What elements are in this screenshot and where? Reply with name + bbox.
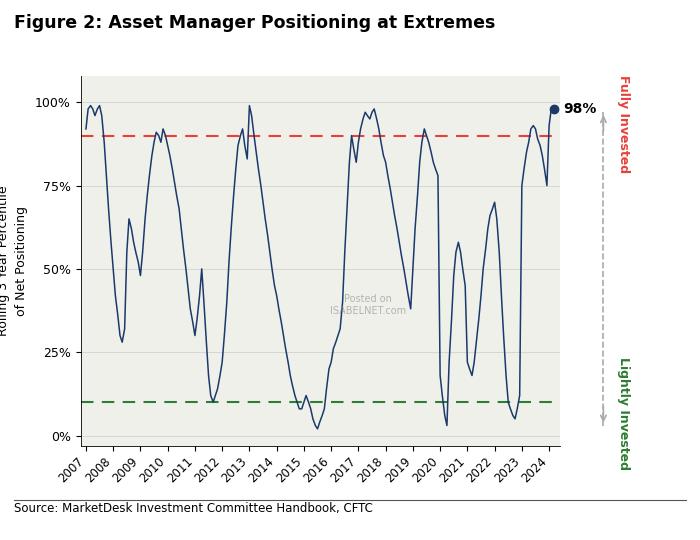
Text: Fully Invested: Fully Invested <box>617 75 629 173</box>
Text: Figure 2: Asset Manager Positioning at Extremes: Figure 2: Asset Manager Positioning at E… <box>14 14 496 31</box>
Y-axis label: Rolling 3 Year Percentile
of Net Positioning: Rolling 3 Year Percentile of Net Positio… <box>0 185 28 336</box>
Text: 98%: 98% <box>564 102 597 116</box>
Text: Source: MarketDesk Investment Committee Handbook, CFTC: Source: MarketDesk Investment Committee … <box>14 502 373 515</box>
Text: Posted on
ISABELNET.com: Posted on ISABELNET.com <box>330 294 406 316</box>
Text: Lightly Invested: Lightly Invested <box>617 357 629 470</box>
